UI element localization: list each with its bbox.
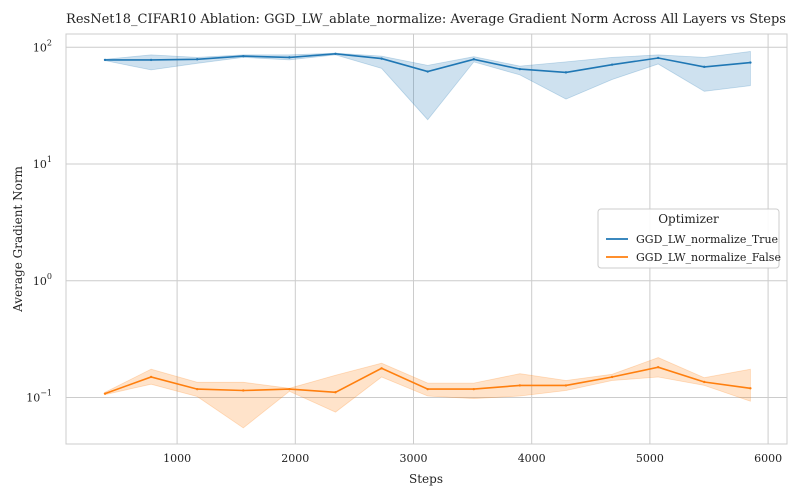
series-2-point <box>656 365 660 369</box>
series-2-point <box>288 387 291 391</box>
legend-entry: GGD_LW_normalize_False <box>636 251 781 264</box>
series-1-point <box>518 67 522 71</box>
legend-box <box>597 208 780 269</box>
series-1-point <box>426 70 429 73</box>
series-1-point <box>380 57 383 60</box>
y-axis: 10−1 100 101 102 <box>26 38 52 404</box>
series-1-point <box>656 56 660 60</box>
series-1-point <box>564 71 568 74</box>
x-tick-label: 6000 <box>754 452 782 465</box>
series-1-point <box>703 65 706 69</box>
y-tick-label: 10−1 <box>26 389 52 405</box>
series-1-point <box>149 58 153 62</box>
x-tick-label: 1000 <box>163 452 191 465</box>
y-axis-label: Average Gradient Norm <box>11 165 25 312</box>
series-1-band <box>104 51 751 121</box>
series-2-point <box>703 380 706 384</box>
x-axis: 1000 2000 3000 4000 5000 6000 <box>163 452 782 465</box>
series-2-point <box>103 392 107 395</box>
series-1-point <box>749 61 752 64</box>
series-2-band <box>104 357 751 429</box>
legend-entry: GGD_LW_normalize_True <box>636 233 778 246</box>
series-lines <box>103 52 752 395</box>
series-1-point <box>195 58 199 61</box>
legend: Optimizer GGD_LW_normalize_True GGD_LW_nor… <box>597 208 781 269</box>
series-2-point <box>149 375 153 379</box>
series-2-point <box>195 387 199 391</box>
series-2-point <box>749 387 752 390</box>
chart-title: ResNet18_CIFAR10 Ablation: GGD_LW_ablate… <box>66 12 786 27</box>
series-2-point <box>564 384 568 387</box>
series-2-point <box>610 375 614 379</box>
y-tick-label: 100 <box>33 272 52 288</box>
x-tick-label: 4000 <box>518 452 546 465</box>
series-1-point <box>242 54 245 58</box>
series-2-point <box>426 387 429 391</box>
series-1-point <box>288 56 291 59</box>
series-1-point <box>334 52 337 55</box>
series-1-point <box>610 63 614 66</box>
x-axis-label: Steps <box>409 472 443 486</box>
series-2-point <box>472 387 475 391</box>
x-tick-label: 5000 <box>636 452 664 465</box>
x-tick-label: 3000 <box>399 452 427 465</box>
legend-title: Optimizer <box>658 212 719 226</box>
y-tick-label: 102 <box>33 38 52 54</box>
series-2-point <box>518 384 522 387</box>
series-2-point <box>242 389 245 392</box>
plot-frame <box>65 33 788 445</box>
series-1-point <box>103 58 107 62</box>
series-2-point <box>380 367 383 370</box>
series-2-point <box>334 391 337 394</box>
y-tick-label: 101 <box>33 155 52 171</box>
x-tick-label: 2000 <box>281 452 309 465</box>
series-1-point <box>472 58 475 61</box>
